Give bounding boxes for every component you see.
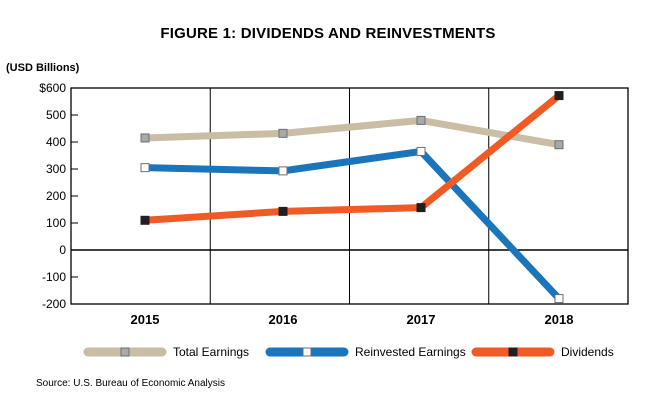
x-tick-label: 2017 — [407, 312, 436, 327]
legend-label: Dividends — [561, 345, 614, 359]
series-line — [141, 116, 563, 149]
y-tick-label: 0 — [59, 243, 66, 257]
x-tick-label: 2018 — [545, 312, 574, 327]
y-tick-label: $600 — [39, 81, 66, 95]
data-point — [278, 206, 288, 216]
legend-label: Total Earnings — [173, 345, 249, 359]
y-tick-label: -200 — [42, 297, 66, 311]
y-tick-label: 400 — [46, 135, 66, 149]
legend-marker — [302, 347, 312, 357]
x-axis-ticks: 2015 2016 2017 2018 — [131, 312, 574, 327]
data-point — [140, 133, 150, 143]
data-point — [278, 166, 288, 176]
series-line — [141, 147, 563, 303]
legend: Total Earnings Reinvested Earnings Dividen… — [83, 345, 614, 359]
legend-label: Reinvested Earnings — [355, 345, 466, 359]
y-unit-label: (USD Billions) — [6, 62, 80, 74]
data-point — [416, 115, 426, 125]
series-line — [141, 92, 563, 224]
series-lines — [140, 91, 564, 304]
x-tick-label: 2016 — [269, 312, 298, 327]
grid — [209, 88, 490, 304]
data-point — [554, 294, 564, 304]
legend-marker — [120, 347, 130, 357]
chart-title: FIGURE 1: DIVIDENDS AND REINVESTMENTS — [160, 25, 495, 42]
data-point — [416, 203, 426, 213]
data-point — [140, 215, 150, 225]
legend-marker — [508, 347, 518, 357]
data-point — [554, 91, 564, 101]
y-tick-label: 500 — [46, 108, 66, 122]
y-tick-label: 300 — [46, 162, 66, 176]
data-point — [140, 163, 150, 173]
y-axis-ticks: $600 500 400 300 200 100 0 -100 -200 — [39, 81, 78, 311]
data-point — [416, 146, 426, 156]
y-tick-label: 200 — [46, 189, 66, 203]
source-note: Source: U.S. Bureau of Economic Analysis — [36, 378, 225, 389]
data-point — [278, 128, 288, 138]
y-tick-label: -100 — [42, 270, 66, 284]
data-point — [554, 140, 564, 150]
y-tick-label: 100 — [46, 216, 66, 230]
x-tick-label: 2015 — [131, 312, 160, 327]
